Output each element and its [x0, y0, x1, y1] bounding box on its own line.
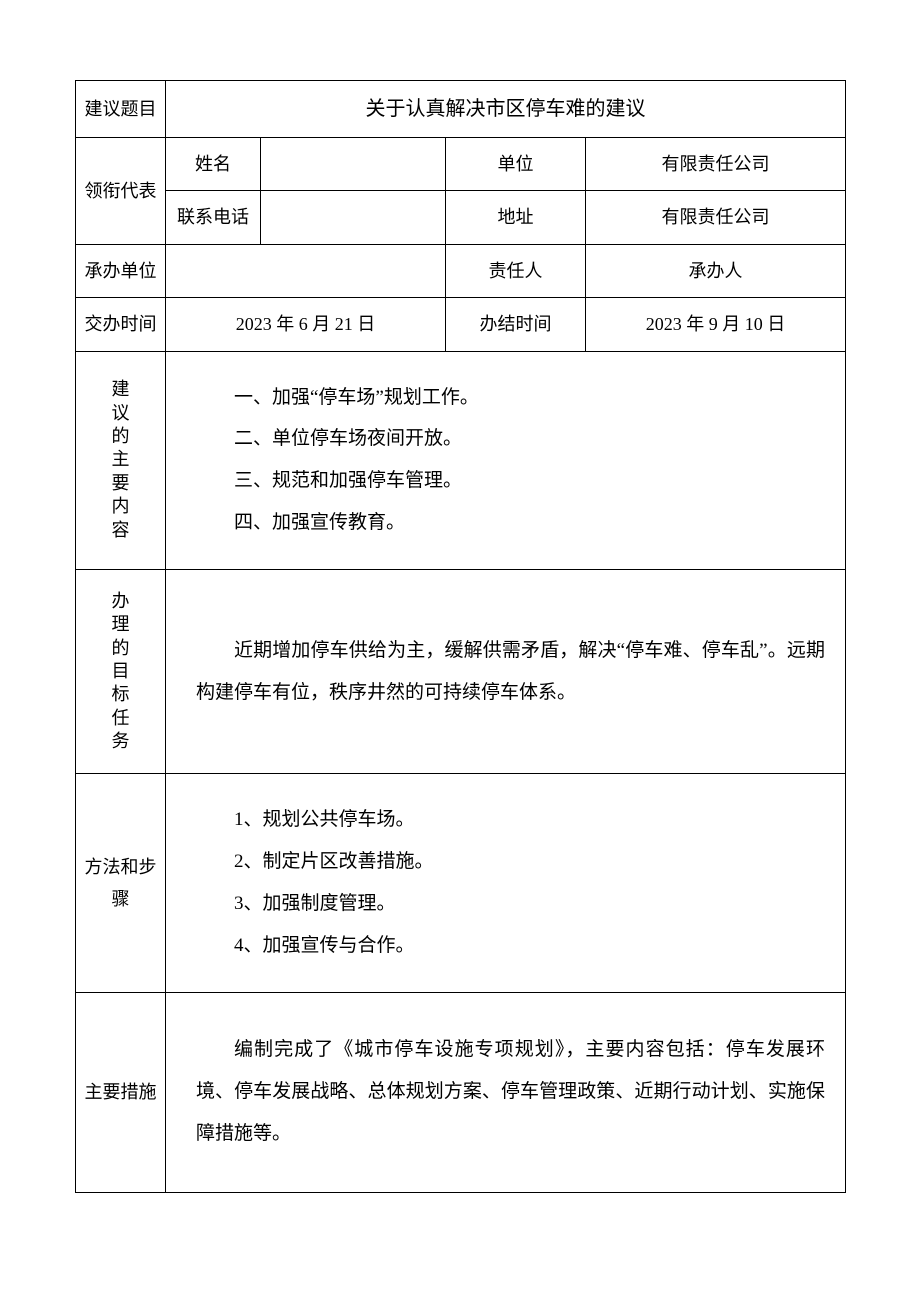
- representative-row-1: 领衔代表 姓名 单位 有限责任公司: [76, 138, 846, 191]
- address-value: 有限责任公司: [586, 191, 846, 244]
- phone-label: 联系电话: [166, 191, 261, 244]
- main-content-line4: 四、加强宣传教育。: [196, 502, 825, 544]
- organizer-row: 承办单位 责任人 承办人: [76, 244, 846, 297]
- methods-line2: 2、制定片区改善措施。: [196, 841, 825, 883]
- methods-line4: 4、加强宣传与合作。: [196, 925, 825, 967]
- main-content-row: 建议的主要内容 一、加强“停车场”规划工作。 二、单位停车场夜间开放。 三、规范…: [76, 351, 846, 569]
- proposal-table: 建议题目 关于认真解决市区停车难的建议 领衔代表 姓名 单位 有限责任公司 联系…: [75, 80, 846, 1193]
- main-content-body: 一、加强“停车场”规划工作。 二、单位停车场夜间开放。 三、规范和加强停车管理。…: [166, 351, 846, 569]
- measures-text: 编制完成了《城市停车设施专项规划》，主要内容包括：停车发展环境、停车发展战略、总…: [196, 1029, 825, 1154]
- methods-row: 方法和步骤 1、规划公共停车场。 2、制定片区改善措施。 3、加强制度管理。 4…: [76, 774, 846, 992]
- assign-date-value: 2023 年 6 月 21 日: [166, 298, 446, 351]
- objectives-label-text: 办理的目标任务: [112, 590, 130, 754]
- methods-line3: 3、加强制度管理。: [196, 883, 825, 925]
- responsible-value: 承办人: [586, 244, 846, 297]
- main-content-line2: 二、单位停车场夜间开放。: [196, 418, 825, 460]
- responsible-label: 责任人: [446, 244, 586, 297]
- address-label: 地址: [446, 191, 586, 244]
- unit-value: 有限责任公司: [586, 138, 846, 191]
- measures-body: 编制完成了《城市停车设施专项规划》，主要内容包括：停车发展环境、停车发展战略、总…: [166, 992, 846, 1192]
- main-content-label: 建议的主要内容: [76, 351, 166, 569]
- topic-row: 建议题目 关于认真解决市区停车难的建议: [76, 81, 846, 138]
- dates-row: 交办时间 2023 年 6 月 21 日 办结时间 2023 年 9 月 10 …: [76, 298, 846, 351]
- document-container: 建议题目 关于认真解决市区停车难的建议 领衔代表 姓名 单位 有限责任公司 联系…: [75, 80, 845, 1193]
- phone-value: [261, 191, 446, 244]
- objectives-body: 近期增加停车供给为主，缓解供需矛盾，解决“停车难、停车乱”。远期构建停车有位，秩…: [166, 569, 846, 774]
- topic-value: 关于认真解决市区停车难的建议: [166, 81, 846, 138]
- organizer-value: [166, 244, 446, 297]
- complete-date-value: 2023 年 9 月 10 日: [586, 298, 846, 351]
- objectives-label: 办理的目标任务: [76, 569, 166, 774]
- measures-label: 主要措施: [76, 992, 166, 1192]
- name-label: 姓名: [166, 138, 261, 191]
- methods-label: 方法和步骤: [76, 774, 166, 992]
- main-content-line3: 三、规范和加强停车管理。: [196, 460, 825, 502]
- representative-label: 领衔代表: [76, 138, 166, 245]
- representative-row-2: 联系电话 地址 有限责任公司: [76, 191, 846, 244]
- main-content-label-text: 建议的主要内容: [112, 378, 130, 542]
- assign-date-label: 交办时间: [76, 298, 166, 351]
- objectives-text: 近期增加停车供给为主，缓解供需矛盾，解决“停车难、停车乱”。远期构建停车有位，秩…: [196, 630, 825, 714]
- organizer-label: 承办单位: [76, 244, 166, 297]
- methods-line1: 1、规划公共停车场。: [196, 799, 825, 841]
- measures-row: 主要措施 编制完成了《城市停车设施专项规划》，主要内容包括：停车发展环境、停车发…: [76, 992, 846, 1192]
- objectives-row: 办理的目标任务 近期增加停车供给为主，缓解供需矛盾，解决“停车难、停车乱”。远期…: [76, 569, 846, 774]
- unit-label: 单位: [446, 138, 586, 191]
- name-value: [261, 138, 446, 191]
- main-content-line1: 一、加强“停车场”规划工作。: [196, 377, 825, 419]
- topic-label: 建议题目: [76, 81, 166, 138]
- complete-date-label: 办结时间: [446, 298, 586, 351]
- methods-body: 1、规划公共停车场。 2、制定片区改善措施。 3、加强制度管理。 4、加强宣传与…: [166, 774, 846, 992]
